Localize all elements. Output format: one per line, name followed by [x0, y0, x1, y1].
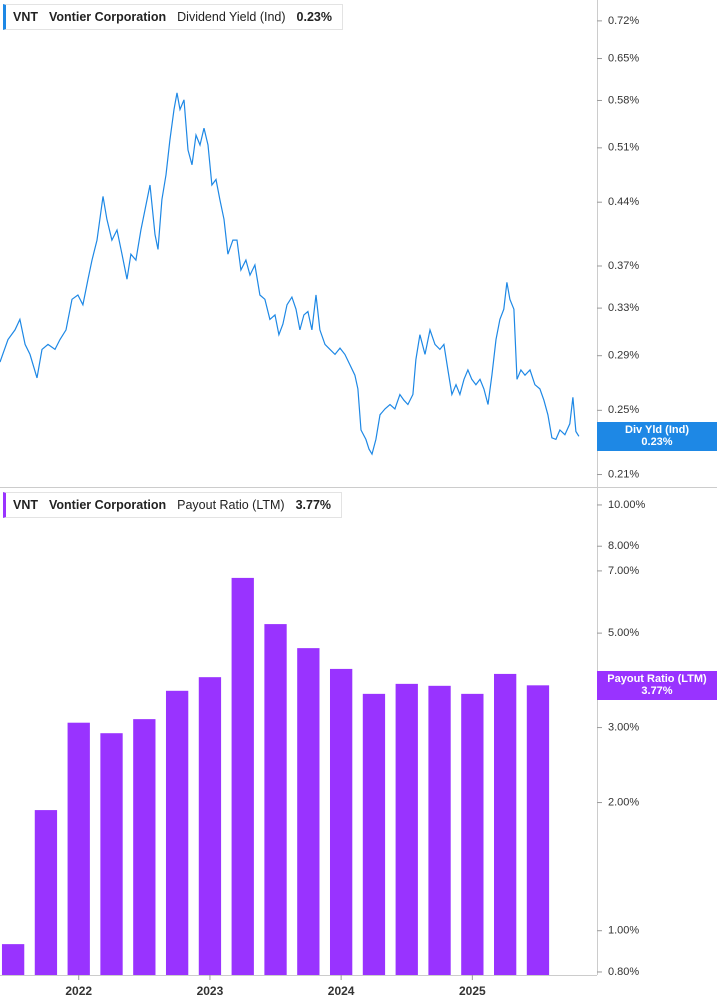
x-tick-label: 2022 [65, 984, 92, 998]
company: Vontier Corporation [49, 498, 167, 512]
bar [231, 577, 254, 975]
y-tick-label: 0.65% [608, 52, 639, 64]
y-tick-label: 10.00% [608, 499, 646, 511]
y-tick-label: 2.00% [608, 796, 639, 808]
value-tag: Div Yld (Ind) 0.23% [597, 421, 717, 451]
current-value: 3.77% [295, 498, 332, 512]
y-tick-label: 7.00% [608, 565, 639, 577]
bar [362, 693, 386, 975]
legend-entry: Payout Ratio (LTM) [177, 498, 285, 512]
x-tick-label: 2024 [328, 984, 355, 998]
ticker: VNT [13, 498, 38, 512]
bar [428, 685, 451, 975]
tag-value: 3.77% [641, 685, 673, 698]
legend: VNT Vontier Corporation Dividend Yield (… [3, 4, 343, 30]
tag-name: Payout Ratio (LTM) [607, 673, 707, 686]
y-tick-label: 0.37% [608, 260, 639, 272]
y-tick-label: 0.80% [608, 966, 639, 978]
y-tick-label: 0.33% [608, 302, 639, 314]
line [0, 92, 580, 456]
bar [198, 677, 222, 975]
y-tick-label: 0.44% [608, 196, 639, 208]
y-tick-label: 8.00% [608, 540, 639, 552]
legend-entry: Dividend Yield (Ind) [177, 10, 286, 24]
y-tick-label: 0.25% [608, 404, 639, 416]
legend: VNT Vontier Corporation Payout Ratio (LT… [3, 492, 343, 518]
bar [1, 944, 25, 975]
y-tick-label: 0.58% [608, 94, 639, 106]
y-tick-label: 3.00% [608, 721, 639, 733]
bar [461, 693, 484, 975]
x-tick-label: 2023 [197, 984, 224, 998]
bar [264, 624, 287, 975]
current-value: 0.23% [296, 10, 332, 24]
bar [395, 683, 418, 975]
bar [34, 810, 58, 975]
bar [329, 668, 353, 975]
tag-name: Div Yld (Ind) [625, 424, 689, 437]
tag-value: 0.23% [641, 436, 673, 449]
x-tick-label: 2025 [459, 984, 486, 998]
bar [133, 719, 156, 975]
ticker: VNT [13, 10, 38, 24]
y-tick-label: 1.00% [608, 925, 639, 937]
value-tag: Payout Ratio (LTM) 3.77% [597, 670, 717, 700]
bar [297, 648, 320, 975]
bar [67, 722, 90, 975]
y-tick-label: 0.29% [608, 350, 639, 362]
y-tick-label: 0.72% [608, 15, 639, 27]
y-tick-label: 0.21% [608, 468, 639, 480]
y-tick-label: 0.51% [608, 142, 639, 154]
y-tick-label: 5.00% [608, 627, 639, 639]
bar [526, 685, 550, 975]
bar [165, 690, 189, 975]
bar [494, 673, 517, 975]
company: Vontier Corporation [49, 10, 167, 24]
bar [100, 733, 123, 975]
